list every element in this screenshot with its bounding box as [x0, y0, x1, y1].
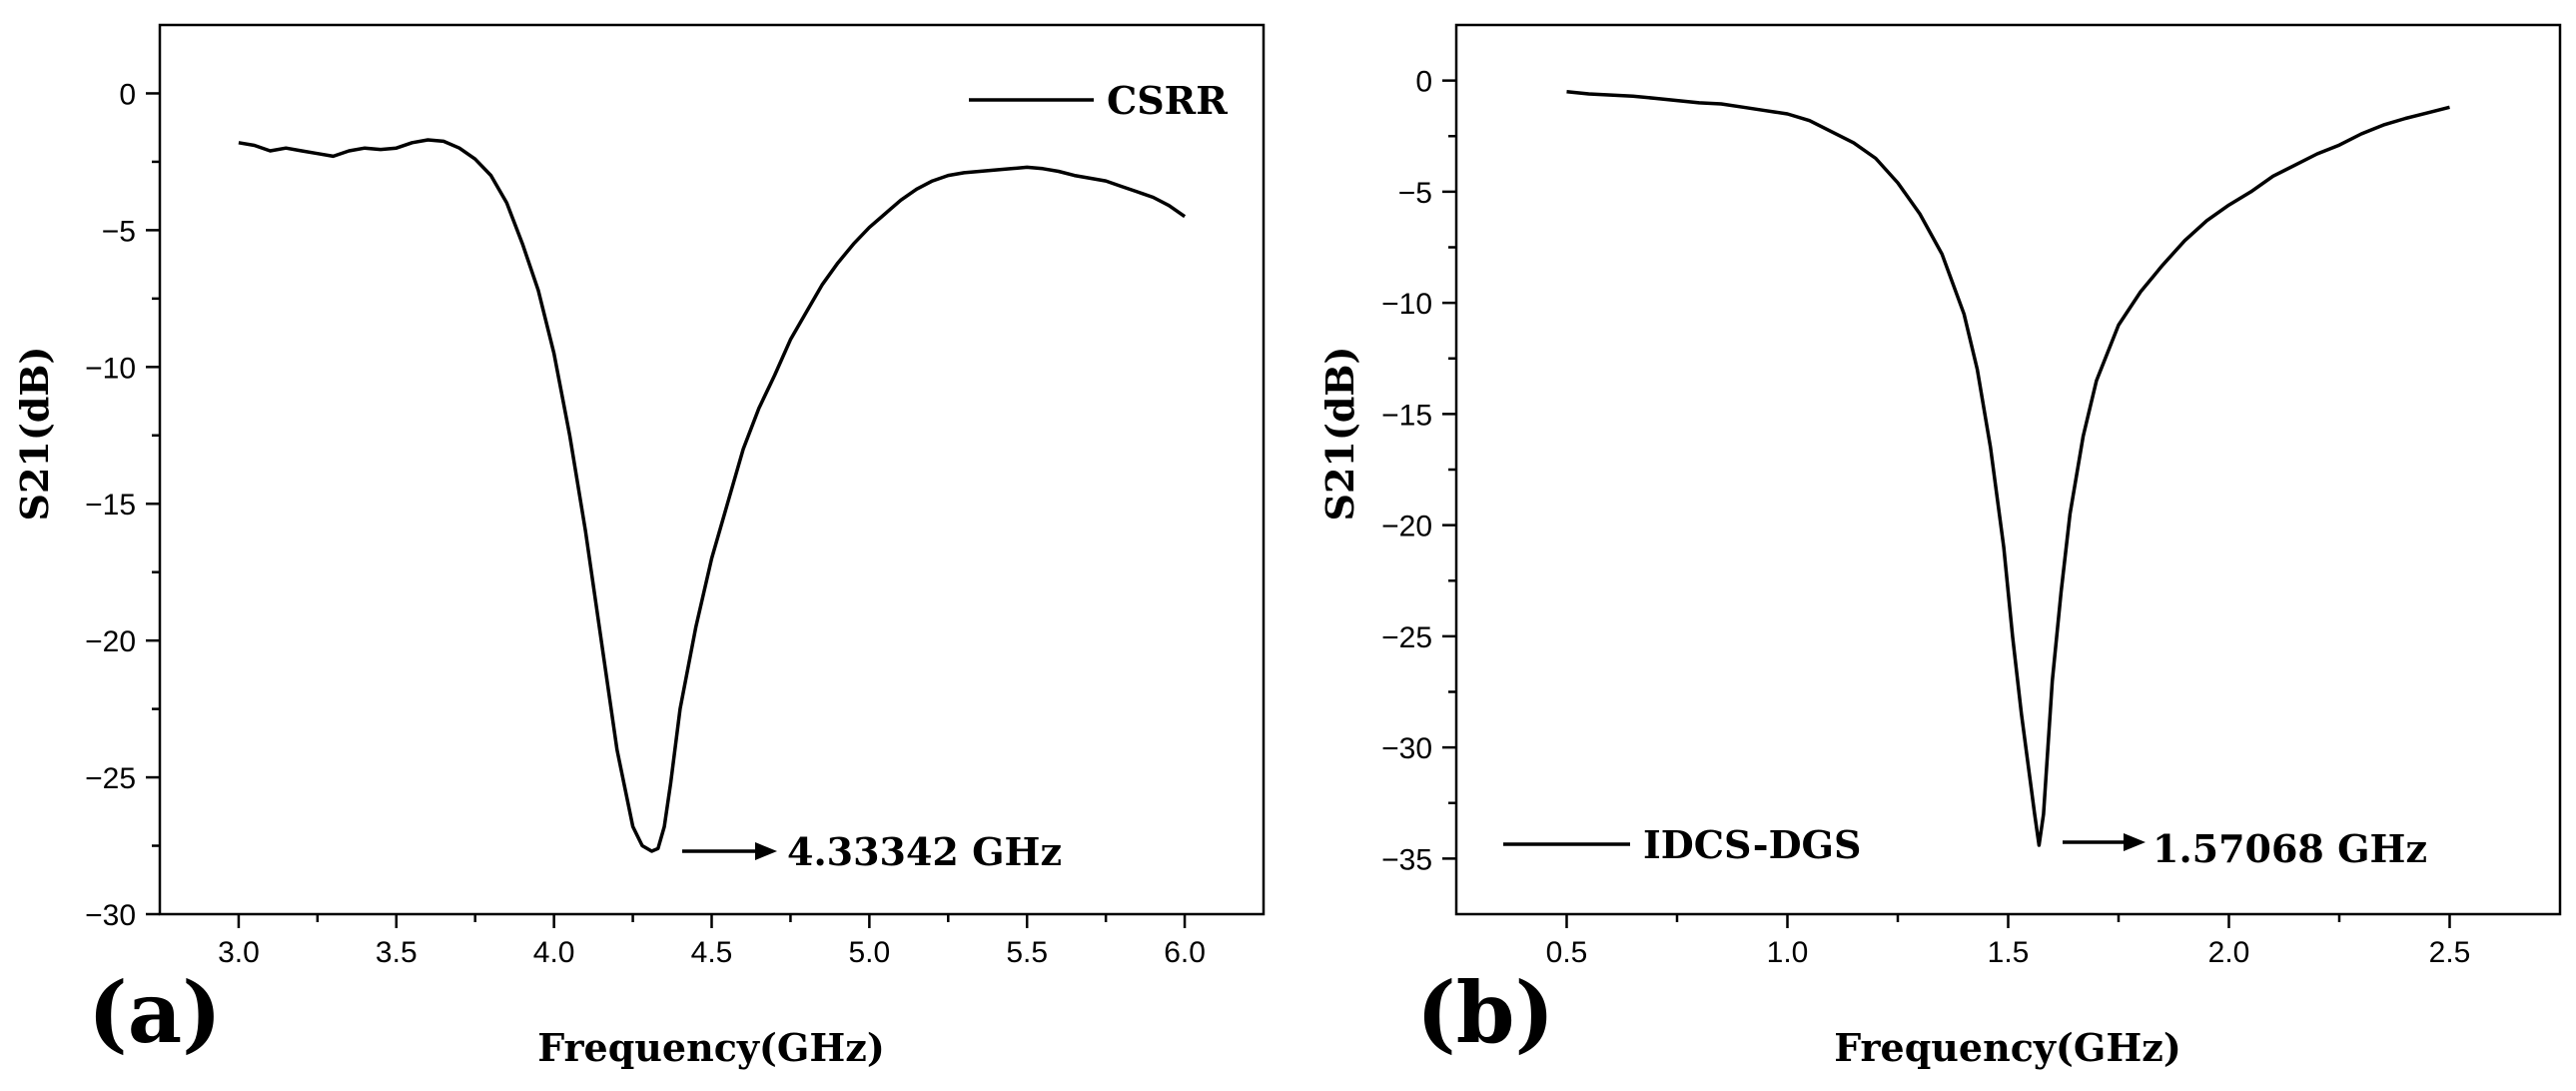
series-line-csrr: [238, 138, 1187, 853]
y-tick-label: −20: [1381, 511, 1432, 544]
panel-b: 0.5 1.0 1.5 2.0 2.5 0 −5 −10 −15 −20 −25 −30 −35 IDC…: [1317, 23, 2562, 1070]
y-tick-label: −25: [1381, 621, 1432, 654]
panel-label-a: (a): [88, 963, 222, 1062]
y-tick-label: −35: [1381, 843, 1432, 876]
x-tick-label: 6.0: [1164, 936, 1206, 969]
tick-labels-b: 0.5 1.0 1.5 2.0 2.5 0 −5 −10 −15 −20 −25 −30 −35: [1381, 66, 2470, 969]
annotation-label-a: 4.33342 GHz: [787, 829, 1062, 874]
y-tick-label: −5: [1398, 177, 1432, 210]
x-tick-label: 2.0: [2208, 936, 2250, 969]
x-tick-label: 3.0: [218, 936, 260, 969]
y-axis-title-b: S21(dB): [1317, 347, 1362, 522]
y-tick-label: −30: [85, 899, 136, 932]
y-tick-label: −30: [1381, 732, 1432, 765]
annotation-arrowhead-b: [2124, 833, 2146, 851]
x-tick-label: 4.0: [533, 936, 575, 969]
y-tick-label: −20: [85, 625, 136, 658]
x-tick-label: 4.5: [691, 936, 733, 969]
y-tick-label: 0: [119, 78, 136, 111]
y-tick-label: −15: [85, 489, 136, 522]
annotation-label-b: 1.57068 GHz: [2152, 826, 2427, 871]
x-tick-label: 5.5: [1006, 936, 1048, 969]
x-tick-label: 2.5: [2429, 936, 2471, 969]
x-axis-title-b: Frequency(GHz): [1834, 1025, 2181, 1070]
legend-label-idcs-dgs: IDCS-DGS: [1643, 822, 1861, 867]
tick-marks-a: [146, 92, 1187, 928]
y-tick-label: −10: [1381, 288, 1432, 321]
panel-label-b: (b): [1416, 963, 1554, 1062]
plot-frame-a: [158, 23, 1266, 916]
y-tick-label: −10: [85, 352, 136, 385]
y-tick-label: −25: [85, 762, 136, 795]
series-line-idcs-dgs: [1566, 90, 2450, 847]
x-axis-title-a: Frequency(GHz): [537, 1025, 885, 1070]
annotation-arrowhead-a: [755, 842, 777, 860]
legend-label-csrr: CSRR: [1107, 78, 1228, 123]
y-tick-label: −5: [102, 215, 136, 248]
plot-frame-b: [1454, 23, 2562, 916]
x-tick-label: 1.5: [1988, 936, 2030, 969]
tick-labels-a: 3.0 3.5 4.0 4.5 5.0 5.5 6.0 0 −5 −10 −15 −20 −25 −30: [85, 78, 1206, 969]
x-tick-label: 1.0: [1767, 936, 1809, 969]
y-tick-label: −15: [1381, 399, 1432, 432]
x-tick-label: 0.5: [1546, 936, 1588, 969]
x-tick-label: 3.5: [376, 936, 418, 969]
panel-a: 3.0 3.5 4.0 4.5 5.0 5.5 6.00−5−10−15−20−25−30 …: [12, 23, 1266, 1070]
y-axis-title-a: S21(dB): [12, 347, 57, 522]
tick-marks-b: [1442, 79, 2451, 928]
y-tick-label: 0: [1415, 66, 1432, 99]
x-tick-label: 5.0: [848, 936, 890, 969]
